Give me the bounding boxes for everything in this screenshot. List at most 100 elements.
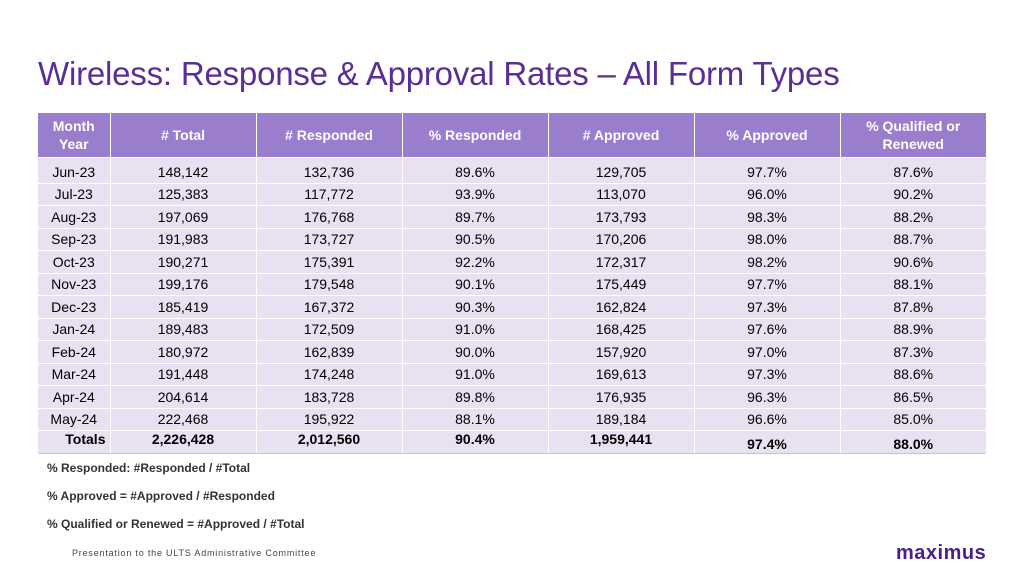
table-cell: 172,509 bbox=[256, 317, 403, 341]
table-cell: 97.7% bbox=[694, 272, 841, 296]
table-cell: 88.1% bbox=[402, 407, 549, 431]
table-cell: 180,972 bbox=[110, 340, 257, 363]
table-cell: Feb-24 bbox=[38, 340, 111, 363]
table-cell: 88.6% bbox=[840, 362, 986, 386]
table-cell: 90.6% bbox=[840, 250, 986, 273]
table-cell: 170,206 bbox=[548, 227, 695, 251]
table-cell: 85.0% bbox=[840, 407, 986, 431]
table-cell: 96.0% bbox=[694, 182, 841, 206]
table-cell: 204,614 bbox=[110, 385, 257, 408]
totals-cell: 88.0% bbox=[840, 430, 986, 454]
rates-table: Month Year # Total # Responded % Respond… bbox=[38, 113, 986, 454]
table-cell: 88.9% bbox=[840, 317, 986, 341]
table-cell: 148,142 bbox=[110, 157, 257, 183]
table-cell: 175,449 bbox=[548, 272, 695, 296]
table-cell: 113,070 bbox=[548, 182, 695, 206]
table-cell: 157,920 bbox=[548, 340, 695, 363]
table-row: Jun-23 148,142 132,736 89.6% 129,705 97.7% 87.… bbox=[38, 157, 986, 183]
table-cell: 173,793 bbox=[548, 205, 695, 228]
table-row: Jan-24 189,483 172,509 91.0% 168,425 97.6% 88.… bbox=[38, 317, 986, 341]
table-cell: May-24 bbox=[38, 407, 111, 431]
table-cell: 98.2% bbox=[694, 250, 841, 273]
table-cell: 183,728 bbox=[256, 385, 403, 408]
table-cell: 88.7% bbox=[840, 227, 986, 251]
table-cell: 90.1% bbox=[402, 272, 549, 296]
totals-cell: 97.4% bbox=[694, 430, 841, 454]
table-row: Feb-24 180,972 162,839 90.0% 157,920 97.0% 87.… bbox=[38, 340, 986, 363]
table-cell: 167,372 bbox=[256, 295, 403, 318]
table-cell: 90.5% bbox=[402, 227, 549, 251]
table-cell: Jul-23 bbox=[38, 182, 111, 206]
table-cell: 97.3% bbox=[694, 295, 841, 318]
table-cell: 97.6% bbox=[694, 317, 841, 341]
table-cell: 90.0% bbox=[402, 340, 549, 363]
header-responded: # Responded bbox=[256, 113, 403, 158]
header-pct-approved: % Approved bbox=[694, 113, 841, 158]
slide-title: Wireless: Response & Approval Rates – Al… bbox=[38, 55, 840, 92]
table-cell: 173,727 bbox=[256, 227, 403, 251]
table-row: Apr-24 204,614 183,728 89.8% 176,935 96.3% 86.… bbox=[38, 385, 986, 408]
table-row: May-24 222,468 195,922 88.1% 189,184 96.6% 85.… bbox=[38, 407, 986, 431]
maximus-logo: maximus bbox=[896, 542, 987, 564]
table-row: Dec-23 185,419 167,372 90.3% 162,824 97.3% 87.… bbox=[38, 295, 986, 318]
table-cell: 89.6% bbox=[402, 157, 549, 183]
totals-cell: 90.4% bbox=[402, 430, 549, 454]
table-row: Aug-23 197,069 176,768 89.7% 173,793 98.3% 88.… bbox=[38, 205, 986, 228]
table-cell: 132,736 bbox=[256, 157, 403, 183]
table-cell: 191,448 bbox=[110, 362, 257, 386]
table-cell: 125,383 bbox=[110, 182, 257, 206]
table-cell: 93.9% bbox=[402, 182, 549, 206]
header-approved: # Approved bbox=[548, 113, 695, 158]
table-cell: Dec-23 bbox=[38, 295, 111, 318]
table-cell: 96.6% bbox=[694, 407, 841, 431]
totals-cell: 2,226,428 bbox=[110, 430, 257, 454]
table-row: Nov-23 199,176 179,548 90.1% 175,449 97.7% 88.… bbox=[38, 272, 986, 296]
table-cell: 168,425 bbox=[548, 317, 695, 341]
table-cell: 97.7% bbox=[694, 157, 841, 183]
note-qualified-formula: % Qualified or Renewed = #Approved / #To… bbox=[47, 517, 305, 531]
table-cell: 98.0% bbox=[694, 227, 841, 251]
table-row: Sep-23 191,983 173,727 90.5% 170,206 98.0% 88.… bbox=[38, 227, 986, 251]
table-cell: 87.6% bbox=[840, 157, 986, 183]
table-cell: 97.0% bbox=[694, 340, 841, 363]
table-cell: 92.2% bbox=[402, 250, 549, 273]
table-cell: 90.3% bbox=[402, 295, 549, 318]
table-cell: Oct-23 bbox=[38, 250, 111, 273]
totals-label: Totals bbox=[38, 430, 111, 454]
totals-row: Totals 2,226,428 2,012,560 90.4% 1,959,441 97… bbox=[38, 430, 986, 454]
table-cell: 91.0% bbox=[402, 317, 549, 341]
table-header-row: Month Year # Total # Responded % Respond… bbox=[38, 113, 986, 158]
table-cell: 91.0% bbox=[402, 362, 549, 386]
table-cell: 190,271 bbox=[110, 250, 257, 273]
table-cell: 189,184 bbox=[548, 407, 695, 431]
table-cell: 98.3% bbox=[694, 205, 841, 228]
table-cell: 89.8% bbox=[402, 385, 549, 408]
table-cell: 90.2% bbox=[840, 182, 986, 206]
header-month-year: Month Year bbox=[38, 113, 111, 158]
table-cell: 191,983 bbox=[110, 227, 257, 251]
header-total: # Total bbox=[110, 113, 257, 158]
table-cell: Jun-23 bbox=[38, 157, 111, 183]
note-approved-formula: % Approved = #Approved / #Responded bbox=[47, 489, 275, 503]
table-row: Mar-24 191,448 174,248 91.0% 169,613 97.3% 88.… bbox=[38, 362, 986, 386]
table-row: Oct-23 190,271 175,391 92.2% 172,317 98.2% 90.… bbox=[38, 250, 986, 273]
note-responded-formula: % Responded: #Responded / #Total bbox=[47, 461, 251, 475]
table-cell: 172,317 bbox=[548, 250, 695, 273]
table-cell: 222,468 bbox=[110, 407, 257, 431]
table-cell: 199,176 bbox=[110, 272, 257, 296]
table-cell: 197,069 bbox=[110, 205, 257, 228]
table-cell: 175,391 bbox=[256, 250, 403, 273]
table-cell: 88.2% bbox=[840, 205, 986, 228]
header-pct-responded: % Responded bbox=[402, 113, 549, 158]
table-row: Jul-23 125,383 117,772 93.9% 113,070 96.0% 90.… bbox=[38, 182, 986, 206]
table-cell: Mar-24 bbox=[38, 362, 111, 386]
totals-cell: 1,959,441 bbox=[548, 430, 695, 454]
table-cell: Jan-24 bbox=[38, 317, 111, 341]
table-cell: 169,613 bbox=[548, 362, 695, 386]
table-cell: 88.1% bbox=[840, 272, 986, 296]
table-cell: 162,839 bbox=[256, 340, 403, 363]
table-cell: 117,772 bbox=[256, 182, 403, 206]
table-cell: 89.7% bbox=[402, 205, 549, 228]
table-cell: 195,922 bbox=[256, 407, 403, 431]
table-cell: 96.3% bbox=[694, 385, 841, 408]
